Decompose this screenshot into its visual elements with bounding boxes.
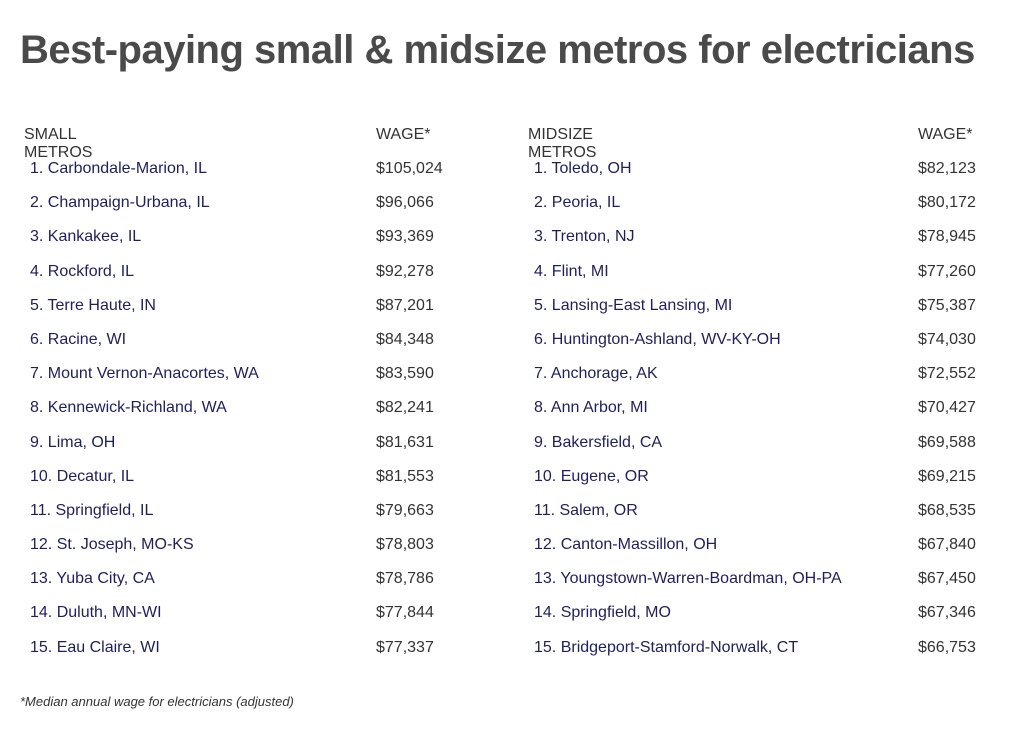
page-title: Best-paying small & midsize metros for e… (20, 28, 975, 72)
metro-name: 4. Rockford, IL (30, 262, 135, 280)
metro-name: 11. Springfield, IL (30, 501, 154, 519)
metro-name: 14. Springfield, MO (534, 604, 671, 622)
metro-name: 1. Toledo, OH (534, 160, 632, 177)
metro-wage: $68,535 (918, 501, 976, 519)
metro-wage: $80,172 (918, 194, 976, 212)
metro-wage: $82,241 (376, 399, 434, 417)
metro-name: 2. Champaign-Urbana, IL (30, 194, 210, 212)
metro-name: 10. Eugene, OR (534, 467, 649, 485)
metro-name: 4. Flint, MI (534, 262, 609, 280)
midsize-wage-heading: WAGE* (918, 126, 973, 143)
metro-name: 5. Terre Haute, IN (30, 296, 156, 314)
metro-name: 2. Peoria, IL (534, 194, 621, 212)
metro-wage: $96,066 (376, 194, 434, 212)
metro-name: 15. Eau Claire, WI (30, 638, 160, 656)
metro-wage: $67,840 (918, 536, 976, 554)
metro-wage: $74,030 (918, 330, 976, 348)
metro-wage: $79,663 (376, 501, 434, 519)
metro-wage: $77,844 (376, 604, 434, 622)
metro-wage: $70,427 (918, 399, 976, 417)
metro-name: 1. Carbondale-Marion, IL (30, 160, 207, 177)
metro-name: 15. Bridgeport-Stamford-Norwalk, CT (534, 638, 799, 656)
metro-wage: $72,552 (918, 365, 976, 383)
metro-wage: $77,260 (918, 262, 976, 280)
metro-wage: $78,945 (918, 228, 976, 246)
metro-wage: $81,631 (376, 433, 434, 451)
metro-name: 3. Kankakee, IL (30, 228, 142, 246)
footnote: *Median annual wage for electricians (ad… (20, 694, 294, 709)
metro-name: 9. Bakersfield, CA (534, 433, 663, 451)
metro-wage: $67,450 (918, 570, 976, 588)
metro-wage: $83,590 (376, 365, 434, 383)
metro-wage: $81,553 (376, 467, 434, 485)
metro-wage: $84,348 (376, 330, 434, 348)
metro-name: 5. Lansing-East Lansing, MI (534, 296, 733, 314)
metro-name: 12. Canton-Massillon, OH (534, 536, 718, 554)
metro-wage: $87,201 (376, 296, 434, 314)
metro-name: 6. Racine, WI (30, 330, 127, 348)
metro-wage: $77,337 (376, 638, 434, 656)
metro-wage: $105,024 (376, 160, 443, 177)
metro-wage: $69,588 (918, 433, 976, 451)
small-wage-heading: WAGE* (376, 126, 431, 143)
metro-wage: $66,753 (918, 638, 976, 656)
metro-wage: $93,369 (376, 228, 434, 246)
metro-name: 11. Salem, OR (534, 501, 638, 519)
metro-name: 10. Decatur, IL (30, 467, 135, 485)
metro-name: 7. Mount Vernon-Anacortes, WA (30, 365, 259, 383)
metro-wage: $92,278 (376, 262, 434, 280)
metro-name: 3. Trenton, NJ (534, 228, 635, 246)
metro-name: 13. Yuba City, CA (30, 570, 155, 588)
small-metros-heading: SMALL METROS (24, 126, 93, 161)
metro-name: 6. Huntington-Ashland, WV-KY-OH (534, 330, 781, 348)
metro-name: 7. Anchorage, AK (534, 365, 658, 383)
metro-wage: $75,387 (918, 296, 976, 314)
metro-name: 8. Kennewick-Richland, WA (30, 399, 227, 417)
metro-wage: $78,786 (376, 570, 434, 588)
metro-name: 9. Lima, OH (30, 433, 116, 451)
metro-name: 14. Duluth, MN-WI (30, 604, 162, 622)
metro-name: 8. Ann Arbor, MI (534, 399, 648, 417)
metro-wage: $78,803 (376, 536, 434, 554)
metro-name: 12. St. Joseph, MO-KS (30, 536, 194, 554)
metro-wage: $69,215 (918, 467, 976, 485)
metro-name: 13. Youngstown-Warren-Boardman, OH-PA (534, 570, 842, 588)
metro-wage: $82,123 (918, 160, 976, 177)
metro-wage: $67,346 (918, 604, 976, 622)
midsize-metros-heading: MIDSIZE METROS (528, 126, 597, 161)
